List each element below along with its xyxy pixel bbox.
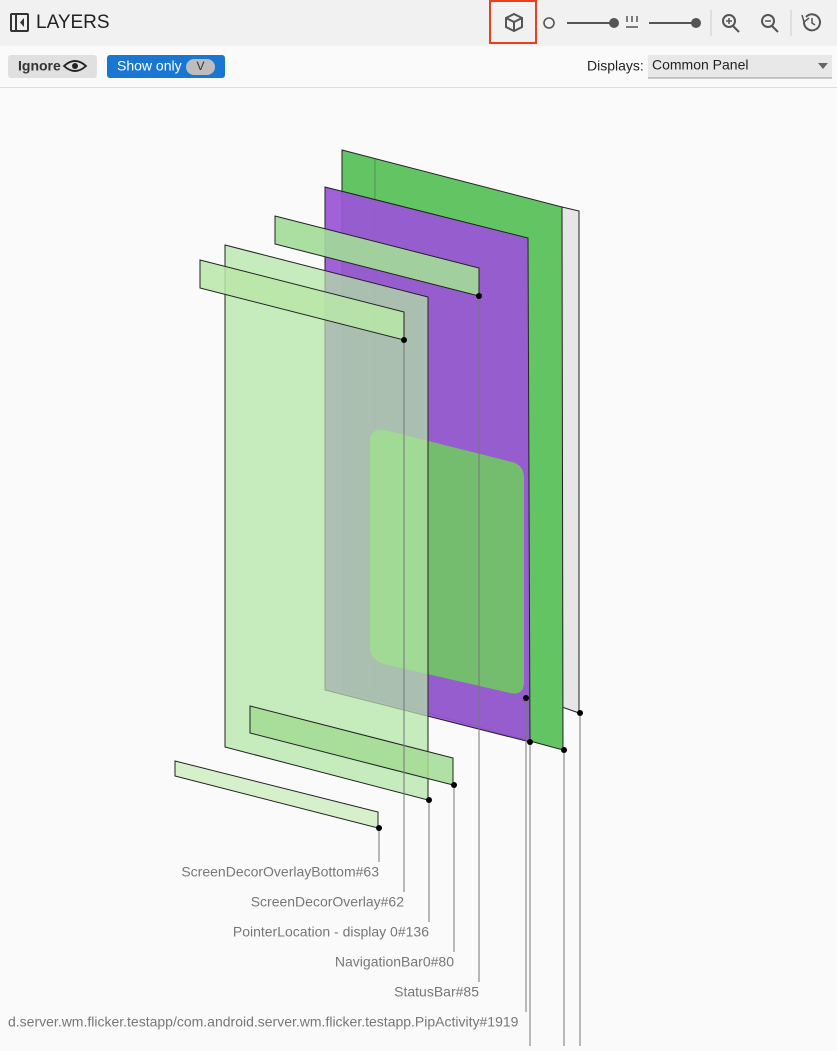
toggle-panel-icon[interactable] <box>10 13 29 32</box>
layer-label[interactable]: NavigationBar0#80 <box>335 954 454 970</box>
layer-plane[interactable] <box>561 206 580 714</box>
reset-button[interactable] <box>801 13 821 32</box>
ignore-chip[interactable]: Ignore <box>8 55 97 78</box>
displays-label: Displays: <box>587 58 644 74</box>
leader-lines <box>376 293 583 1046</box>
layer-label[interactable]: d.server.wm.flicker.testapp/com.android.… <box>8 1014 519 1030</box>
layer-label[interactable]: ScreenDecorOverlay#62 <box>251 894 405 910</box>
3d-view-button[interactable] <box>489 0 537 44</box>
displays-select[interactable]: Common Panel <box>648 55 832 79</box>
zoom-in-button[interactable] <box>722 14 740 33</box>
zoom-out-button[interactable] <box>761 14 779 33</box>
layer-label[interactable]: StatusBar#85 <box>394 984 479 1000</box>
ignore-label: Ignore <box>18 58 61 74</box>
layer-stack <box>174 149 580 829</box>
show-only-label: Show only <box>117 58 182 74</box>
layer-label[interactable]: PointerLocation - display 0#136 <box>233 924 429 940</box>
displays-value: Common Panel <box>652 57 749 73</box>
rotation-slider[interactable] <box>543 17 619 29</box>
shortcut-key: V <box>196 59 204 73</box>
show-only-chip[interactable]: Show only V <box>107 55 225 78</box>
layer-label[interactable]: ScreenDecorOverlayBottom#63 <box>181 864 379 880</box>
spacing-slider[interactable] <box>626 16 701 28</box>
panel-title: LAYERS <box>36 12 110 33</box>
